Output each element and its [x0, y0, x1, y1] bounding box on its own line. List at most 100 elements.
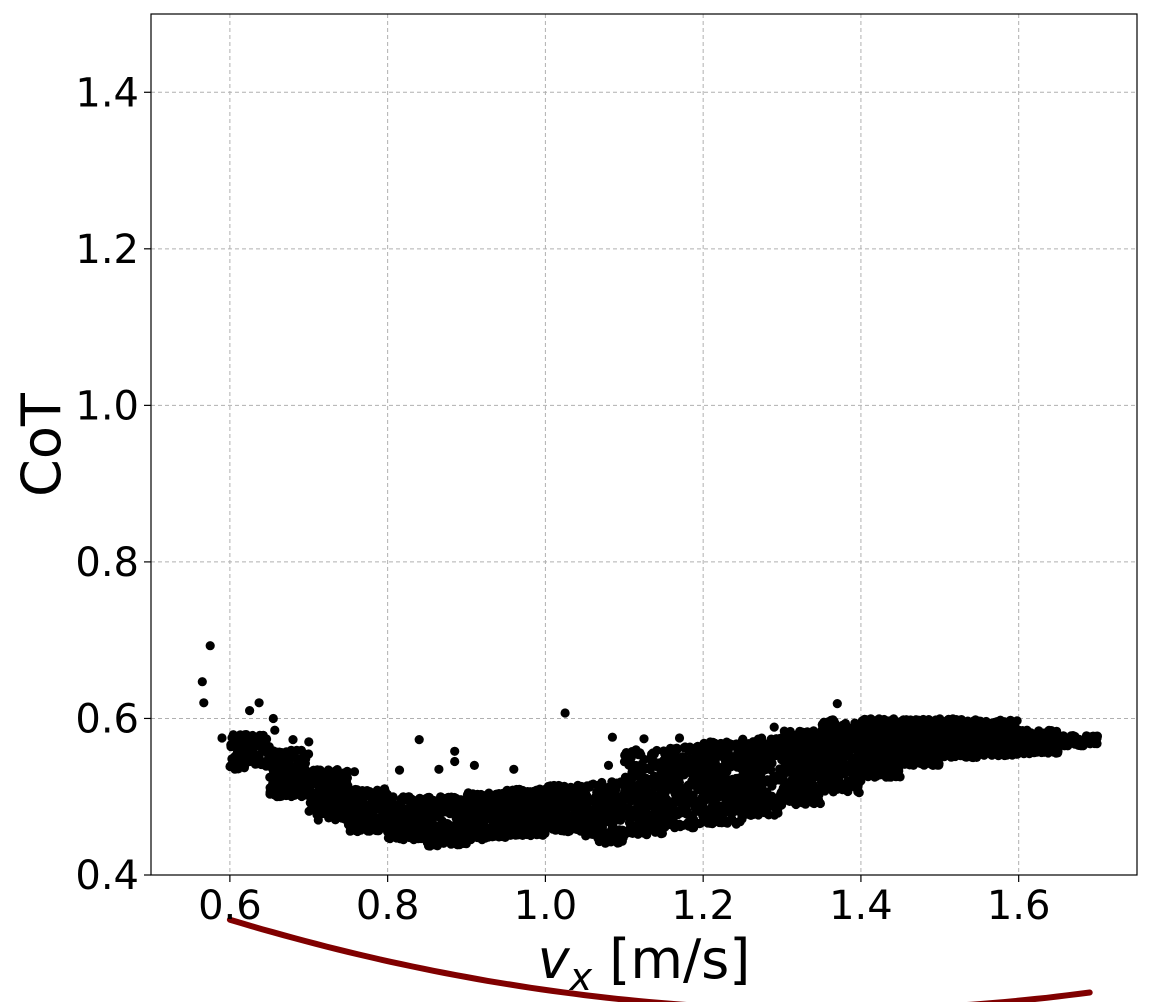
- outlier-point: [199, 698, 209, 708]
- outlier-point: [414, 735, 424, 745]
- data-point: [309, 791, 319, 801]
- data-point: [426, 825, 436, 835]
- data-point: [840, 779, 850, 789]
- data-point: [817, 752, 827, 763]
- data-point: [904, 745, 914, 755]
- data-point: [459, 838, 469, 849]
- data-point: [1020, 741, 1030, 751]
- data-point: [857, 768, 867, 778]
- data-point: [926, 737, 936, 747]
- data-point: [770, 803, 780, 813]
- data-point: [241, 734, 251, 744]
- data-point: [597, 789, 608, 799]
- data-point: [673, 753, 684, 763]
- data-point: [304, 779, 315, 789]
- data-point: [738, 734, 748, 744]
- data-point: [681, 803, 691, 813]
- data-point: [663, 776, 673, 786]
- data-point: [747, 774, 757, 784]
- data-point: [650, 827, 660, 837]
- data-point: [436, 821, 446, 831]
- data-point: [249, 754, 259, 764]
- data-point: [1054, 738, 1064, 748]
- data-point: [232, 751, 242, 761]
- data-point: [827, 758, 837, 768]
- data-point: [703, 788, 713, 799]
- data-point: [635, 748, 645, 758]
- data-point: [857, 761, 867, 772]
- data-point: [389, 829, 399, 839]
- data-point: [670, 823, 680, 833]
- data-point: [818, 765, 828, 775]
- data-point: [754, 782, 764, 793]
- data-point: [303, 749, 313, 760]
- data-point: [607, 823, 617, 833]
- data-point: [452, 804, 462, 814]
- data-point: [823, 717, 834, 727]
- y-tick-label: 1.2: [75, 227, 139, 273]
- data-point: [269, 790, 279, 800]
- data-point: [298, 756, 309, 767]
- data-point: [690, 796, 701, 806]
- y-tick-label: 0.4: [75, 853, 139, 899]
- data-point: [797, 754, 807, 765]
- data-point: [535, 784, 545, 794]
- data-point: [467, 805, 477, 815]
- data-point: [335, 770, 345, 780]
- data-point: [746, 808, 756, 818]
- data-point: [915, 717, 925, 728]
- data-point: [328, 810, 338, 821]
- data-point: [344, 790, 354, 800]
- data-point: [747, 759, 757, 769]
- data-point: [532, 798, 542, 809]
- data-point: [520, 801, 530, 811]
- data-point: [757, 733, 767, 743]
- data-point: [846, 745, 856, 755]
- data-point: [384, 805, 394, 815]
- data-point: [720, 815, 730, 825]
- data-point: [748, 737, 758, 747]
- data-point: [593, 820, 603, 830]
- data-point: [240, 755, 250, 765]
- data-point: [1019, 749, 1029, 759]
- y-axis-label: CoT: [10, 392, 73, 497]
- outlier-point: [245, 706, 255, 716]
- data-point: [878, 739, 888, 749]
- data-point: [517, 809, 527, 819]
- data-point: [817, 731, 827, 741]
- data-point: [755, 771, 766, 781]
- data-point: [720, 767, 730, 777]
- data-point: [470, 814, 480, 824]
- data-point: [549, 811, 559, 821]
- data-point: [627, 768, 637, 778]
- data-point: [702, 749, 712, 759]
- data-point: [358, 798, 369, 808]
- data-point: [663, 768, 674, 779]
- data-point: [806, 768, 816, 778]
- data-point: [315, 771, 325, 781]
- data-point: [918, 727, 928, 738]
- y-axis-ticks: 0.4 0.6 0.8 1.0 1.2 1.4: [75, 70, 151, 899]
- data-point: [601, 799, 611, 809]
- data-point: [946, 752, 956, 762]
- data-point: [791, 794, 801, 804]
- y-tick-label: 0.8: [75, 540, 139, 586]
- fit-curve: [226, 916, 1093, 1002]
- data-point: [401, 817, 411, 827]
- outlier-point: [394, 765, 405, 775]
- x-tick-label: 1.2: [671, 883, 735, 929]
- data-point: [276, 757, 286, 767]
- outlier-point: [674, 733, 685, 743]
- data-point: [675, 782, 685, 792]
- data-point: [796, 731, 806, 742]
- outlier-point: [217, 733, 227, 743]
- data-point: [814, 798, 825, 808]
- data-point: [443, 793, 454, 803]
- data-point: [345, 823, 356, 833]
- data-point: [373, 799, 383, 809]
- data-point: [888, 766, 898, 776]
- data-point: [1068, 731, 1078, 741]
- data-point: [308, 772, 318, 782]
- data-point: [517, 825, 527, 835]
- data-point: [721, 743, 731, 753]
